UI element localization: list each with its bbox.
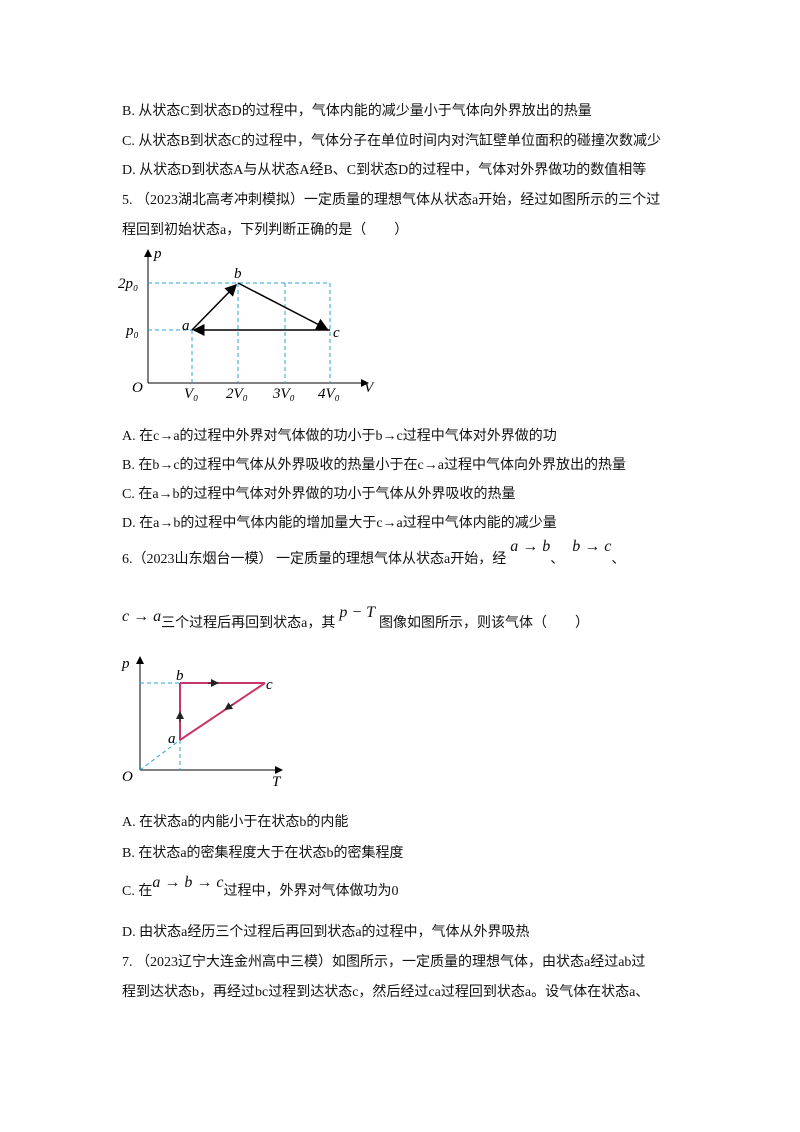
text: 过程中，外界对气体做功为0 <box>223 884 399 899</box>
axis-label: p <box>121 656 130 672</box>
tick-label: V₀ <box>184 386 198 402</box>
point-label: c <box>333 325 340 341</box>
pv-diagram: p V O 2p₀ p₀ V₀ 2V₀ 3V₀ 4V₀ a b c <box>118 246 375 402</box>
formula: a → b <box>510 538 551 555</box>
tick-label: 2p₀ <box>118 276 138 292</box>
option: D. 在a→b的过程中气体内能的增加量大于c→a过程中气体内能的减少量 <box>122 516 557 531</box>
option: C. 在a→b的过程中气体对外界做的功小于气体从外界吸收的热量 <box>122 487 516 502</box>
text: C. 在 <box>122 884 153 899</box>
point-label: a <box>168 731 176 747</box>
axis-label: T <box>272 774 282 790</box>
question-stem: 7. （2023辽宁大连金州高中三模）如图所示，一定质量的理想气体，由状态a经过… <box>122 955 646 970</box>
axis-label: V <box>364 380 375 396</box>
text: 、 <box>550 552 565 567</box>
formula: p − T <box>339 604 376 621</box>
tick-label: 3V₀ <box>272 386 295 402</box>
option: C. 在a → b → c过程中，外界对气体做功为0 <box>122 874 399 900</box>
question-stem: 5. （2023湖北高考冲刺模拟）一定质量的理想气体从状态a开始，经过如图所示的… <box>122 193 661 208</box>
option: B. 在b→c的过程中气体从外界吸收的热量小于在c→a过程中气体向外界放出的热量 <box>122 458 626 473</box>
text: 图像如图所示，则该气体（ ） <box>379 616 590 631</box>
tick-label: p₀ <box>125 323 139 339</box>
text: 三个过程后再回到状态a，其 <box>161 616 336 631</box>
option: D. 从状态D到状态A与从状态A经B、C到状态D的过程中，气体对外界做功的数值相… <box>122 163 647 178</box>
question-stem: 程到达状态b，再经过bc过程到达状态c，然后经过ca过程回到状态a。设气体在状态… <box>122 985 650 1000</box>
formula: a → b → c <box>152 874 224 891</box>
origin-label: O <box>122 769 133 785</box>
origin-label: O <box>132 380 143 396</box>
text: 、 <box>611 552 626 567</box>
option: B. 从状态C到状态D的过程中，气体内能的减少量小于气体向外界放出的热量 <box>122 104 592 119</box>
tick-label: 2V₀ <box>226 386 248 402</box>
option: C. 从状态B到状态C的过程中，气体分子在单位时间内对汽缸壁单位面积的碰撞次数减… <box>122 134 662 149</box>
option: B. 在状态a的密集程度大于在状态b的密集程度 <box>122 846 404 861</box>
point-label: c <box>266 677 273 693</box>
pt-diagram: p T O a b c <box>121 656 283 790</box>
point-label: b <box>176 668 184 684</box>
question-stem: 程回到初始状态a，下列判断正确的是（ ） <box>122 223 409 238</box>
question-stem: c → a三个过程后再回到状态a，其p − T图像如图所示，则该气体（ ） <box>122 604 590 632</box>
option: D. 由状态a经历三个过程后再回到状态a的过程中，气体从外界吸热 <box>122 925 530 940</box>
point-label: a <box>182 318 190 334</box>
tick-label: 4V₀ <box>318 386 340 402</box>
point-label: b <box>234 266 242 282</box>
formula: b → c <box>572 538 612 555</box>
axis-label: p <box>153 246 162 262</box>
option: A. 在状态a的内能小于在状态b的内能 <box>122 815 349 830</box>
question-stem: 6.（2023山东烟台一模） 一定质量的理想气体从状态a开始，经a → b、b … <box>122 538 626 568</box>
formula: c → a <box>122 608 162 625</box>
option: A. 在c→a的过程中外界对气体做的功小于b→c过程中气体对外界做的功 <box>122 429 557 444</box>
text: 6.（2023山东烟台一模） 一定质量的理想气体从状态a开始，经 <box>122 552 507 567</box>
